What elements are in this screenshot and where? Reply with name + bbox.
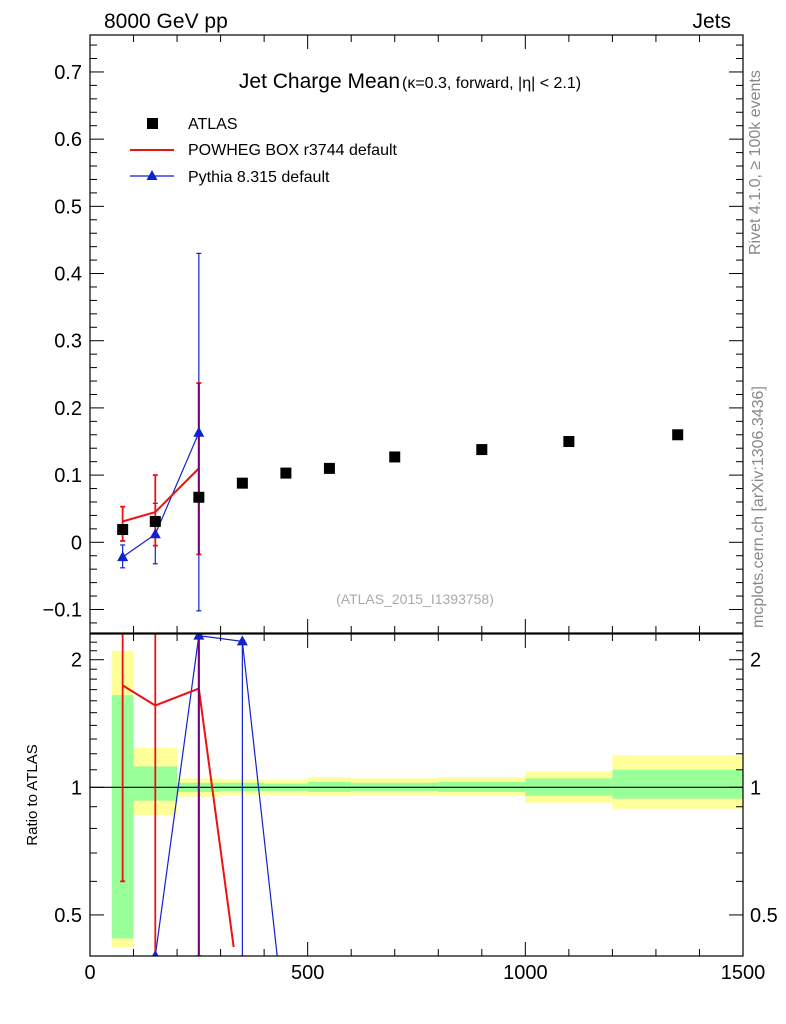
x-tick-label: 1500	[721, 962, 766, 984]
atlas-point	[236, 477, 248, 489]
ratio-pythia-point	[193, 634, 205, 640]
main-ytick-label: 0.4	[54, 264, 82, 286]
legend: ATLAS POWHEG BOX r3744 default Pythia 8.…	[130, 116, 398, 186]
category-label: Jets	[692, 10, 731, 33]
ratio-ytick-label-left: 1	[71, 777, 82, 799]
legend-label-powheg: POWHEG BOX r3744 default	[188, 142, 398, 159]
ratio-powheg-line	[122, 684, 235, 948]
pythia-line	[122, 432, 200, 558]
ratio-band-green	[612, 769, 743, 799]
legend-marker-atlas	[147, 118, 158, 129]
atlas-point	[323, 462, 335, 474]
main-ytick-label: 0.7	[54, 62, 82, 84]
ratio-pythia-point	[152, 950, 159, 956]
ratio-uncertainty-bands	[90, 650, 743, 948]
pythia-point	[149, 528, 161, 539]
ratio-series	[120, 634, 278, 956]
atlas-point	[149, 515, 161, 527]
main-y-tick-labels: −0.1 0 0.1 0.2 0.3 0.4 0.5 0.6 0.7	[43, 62, 82, 622]
main-ytick-label: 0.6	[54, 129, 82, 151]
ratio-ytick-label-left: 2	[71, 650, 82, 672]
main-ytick-label: 0.3	[54, 331, 82, 353]
ratio-ytick-label-right: 2	[750, 650, 761, 672]
analysis-tag: (ATLAS_2015_I1393758)	[336, 591, 494, 607]
legend-label-pythia: Pythia 8.315 default	[188, 169, 330, 186]
mcplots-label: mcplots.cern.ch [arXiv:1306.3436]	[750, 386, 767, 628]
legend-label-atlas: ATLAS	[188, 116, 238, 133]
main-series	[117, 252, 684, 612]
x-tick-label: 500	[291, 962, 324, 984]
ratio-ytick-label-right: 1	[750, 777, 761, 799]
atlas-point	[389, 451, 401, 463]
main-subtitle: (κ=0.3, forward, |η| < 2.1)	[402, 75, 581, 92]
main-ytick-label: 0.2	[54, 398, 82, 420]
ratio-ytick-label-right: 0.5	[750, 905, 778, 927]
atlas-point	[117, 524, 129, 536]
main-title: Jet Charge Mean	[239, 70, 400, 93]
energy-label: 8000 GeV pp	[104, 10, 228, 33]
main-ytick-label: 0.5	[54, 196, 82, 218]
atlas-point	[476, 444, 488, 456]
legend-marker-pythia	[146, 170, 158, 180]
x-tick-label: 1000	[503, 962, 548, 984]
atlas-point	[280, 467, 292, 479]
pythia-point	[193, 426, 205, 437]
main-frame	[89, 34, 744, 634]
ratio-pythia-point	[236, 635, 248, 646]
ratio-ylabel: Ratio to ATLAS	[24, 744, 41, 845]
x-tick-labels: 0 500 1000 1500	[84, 962, 765, 984]
main-ytick-label: −0.1	[43, 599, 82, 621]
ratio-frame	[89, 633, 744, 957]
atlas-point	[672, 429, 684, 441]
ratio-ytick-label-left: 0.5	[54, 905, 82, 927]
main-ytick-label: 0.1	[54, 465, 82, 487]
powheg-line	[122, 467, 200, 523]
ratio-y-tick-labels: 0.5 0.5 1 1 2 2	[54, 650, 778, 927]
x-tick-label: 0	[84, 962, 95, 984]
pythia-point	[117, 551, 129, 562]
atlas-point	[193, 491, 205, 503]
rivet-label: Rivet 4.1.0, ≥ 100k events	[747, 70, 764, 255]
main-ytick-label: 0	[71, 532, 82, 554]
atlas-point	[563, 436, 575, 448]
